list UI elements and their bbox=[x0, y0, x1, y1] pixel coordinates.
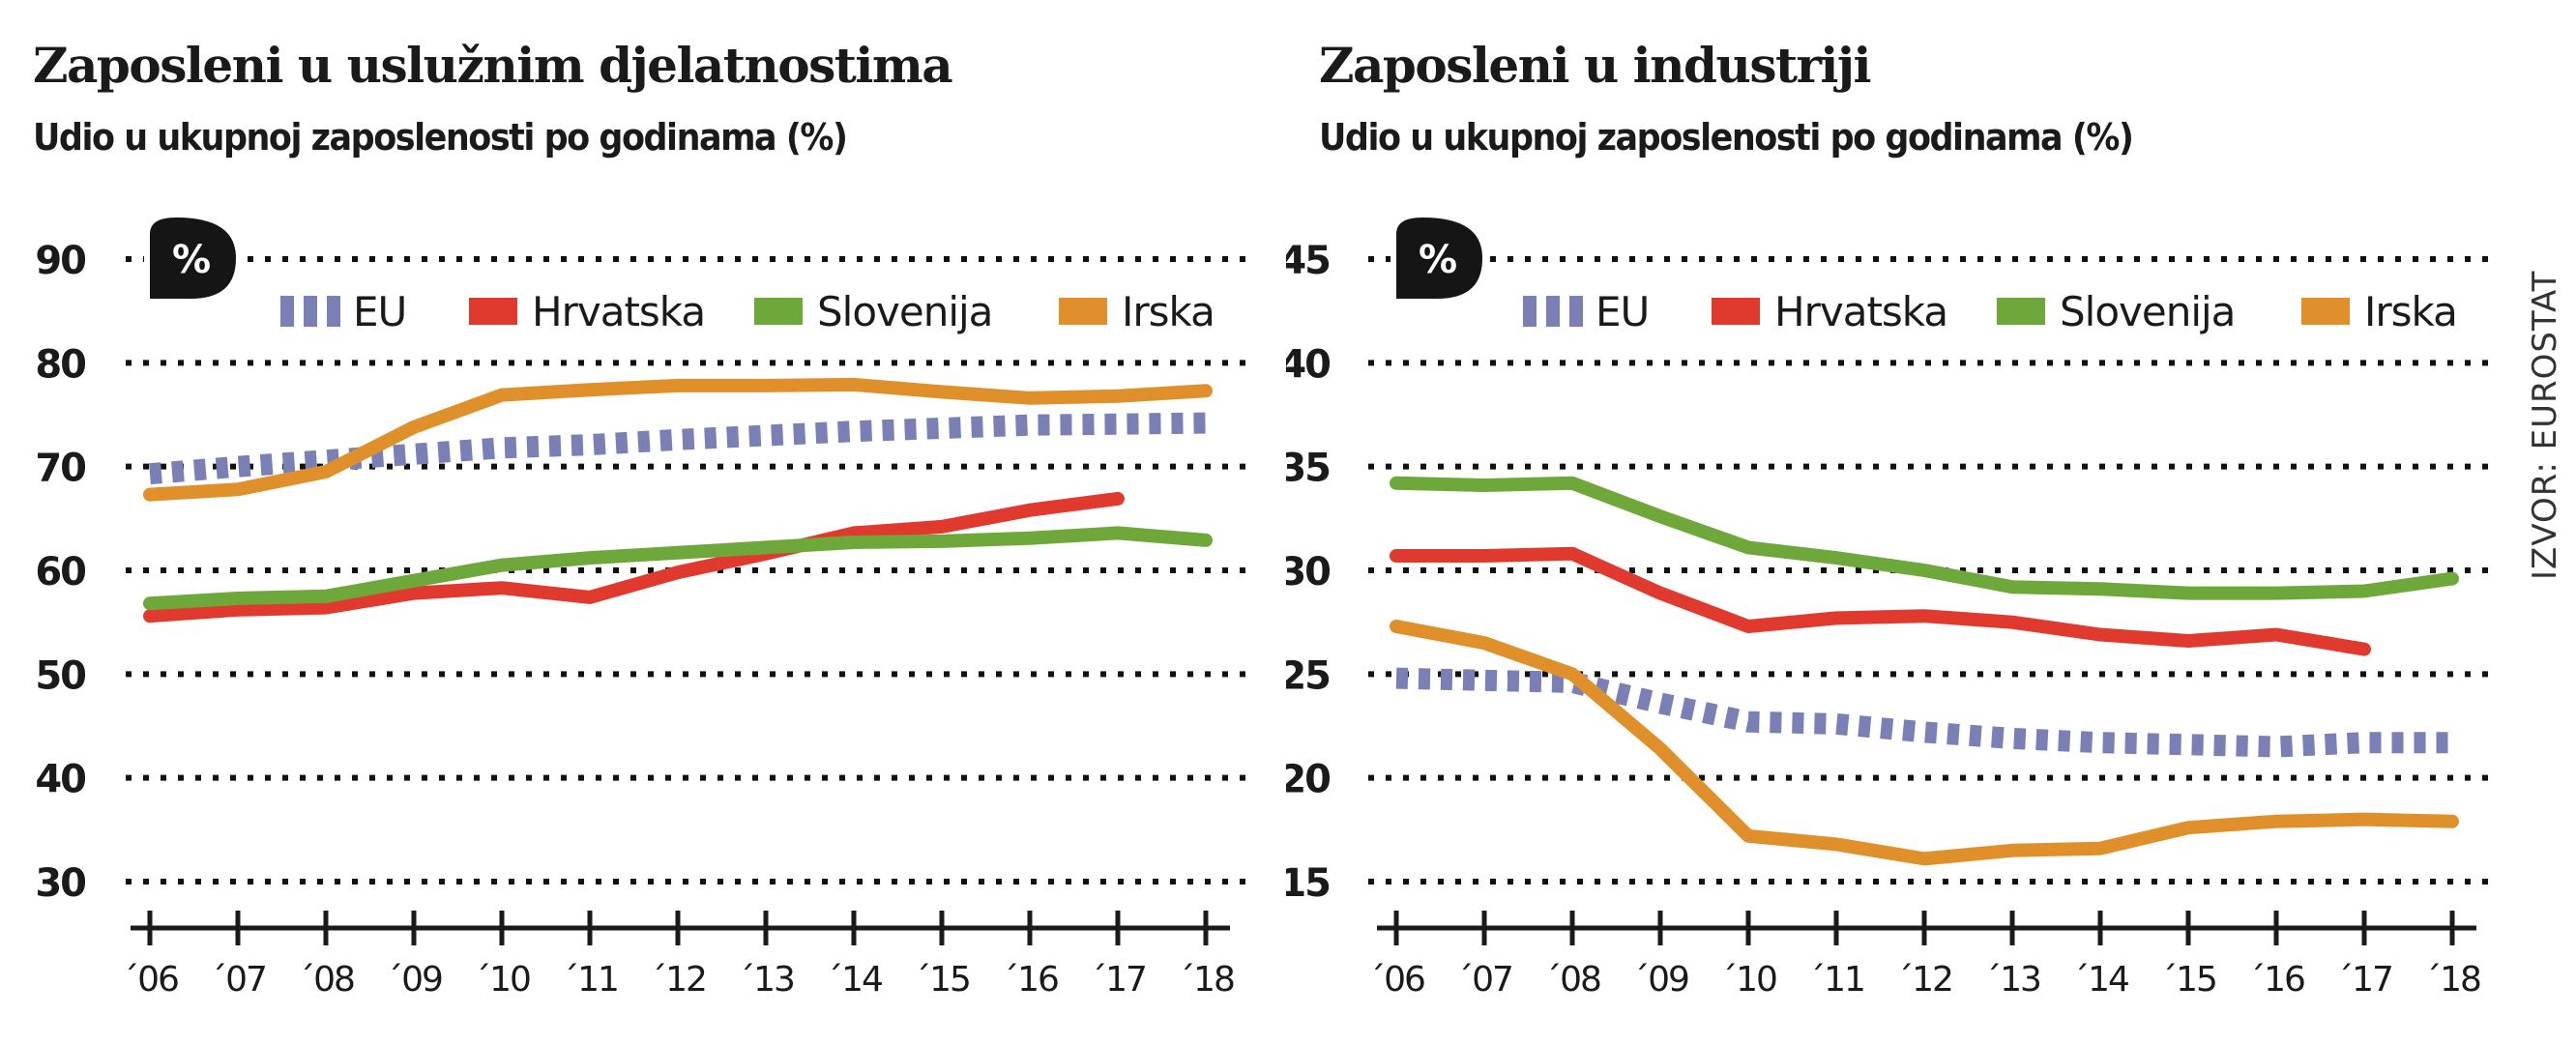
y-tick-label: 90 bbox=[35, 239, 85, 283]
x-tick-label: ´07 bbox=[1456, 960, 1512, 1000]
y-tick-label: 25 bbox=[1286, 653, 1330, 698]
series-line-hrvatska bbox=[1390, 546, 2371, 656]
x-tick-label: ´13 bbox=[1984, 960, 2040, 1000]
x-tick-label: ´18 bbox=[1178, 960, 1234, 1000]
series-line-eu bbox=[149, 412, 1207, 485]
source-label: IZVOR: EUROSTAT bbox=[2526, 270, 2564, 580]
x-tick-label: ´12 bbox=[650, 960, 706, 1000]
x-tick-label: ´17 bbox=[2336, 960, 2392, 1000]
legend-swatch-hrvatska bbox=[469, 298, 517, 325]
chart-title: Zaposleni u industriji bbox=[1319, 37, 1872, 94]
y-tick-label: 70 bbox=[35, 447, 85, 491]
legend-swatch-slovenija bbox=[1997, 298, 2045, 325]
x-tick-label: ´16 bbox=[2248, 960, 2304, 1000]
y-tick-label: 15 bbox=[1286, 861, 1330, 906]
x-tick-label: ´11 bbox=[562, 960, 618, 1000]
x-tick-label: ´06 bbox=[1368, 960, 1424, 1000]
x-tick-label: ´10 bbox=[1720, 960, 1776, 1000]
series-line-slovenija bbox=[1390, 476, 2459, 600]
legend-swatch-irska bbox=[2301, 298, 2350, 325]
x-tick-label: ´08 bbox=[1544, 960, 1600, 1000]
legend-label-eu: EU bbox=[1595, 288, 1649, 335]
x-tick-label: ´09 bbox=[386, 960, 442, 1000]
x-tick-label: ´17 bbox=[1090, 960, 1146, 1000]
x-tick-label: ´11 bbox=[1808, 960, 1864, 1000]
percent-badge-label: % bbox=[1419, 238, 1457, 282]
series-line-irska bbox=[1390, 620, 2459, 866]
chart-title: Zaposleni u uslužnim djelatnostima bbox=[33, 37, 953, 94]
legend-swatch-irska bbox=[1059, 298, 1107, 325]
y-tick-label: 35 bbox=[1286, 447, 1330, 491]
percent-badge-label: % bbox=[172, 238, 211, 282]
legend-swatch-slovenija bbox=[754, 298, 803, 325]
y-tick-label: 60 bbox=[35, 550, 85, 594]
legend-swatch-eu bbox=[1523, 296, 1537, 327]
x-tick-label: ´14 bbox=[2072, 960, 2128, 1000]
chart-subtitle: Udio u ukupnoj zaposlenosti po godinama … bbox=[1319, 116, 2134, 159]
y-tick-label: 80 bbox=[35, 342, 85, 387]
percent-badge bbox=[144, 211, 243, 304]
legend-swatch-eu bbox=[1546, 296, 1560, 327]
legend-label-hrvatska: Hrvatska bbox=[1774, 288, 1947, 335]
y-tick-label: 40 bbox=[1286, 342, 1330, 387]
x-tick-label: ´13 bbox=[738, 960, 794, 1000]
series-line-hrvatska bbox=[143, 491, 1125, 624]
legend-swatch-eu bbox=[327, 296, 340, 327]
x-tick-label: ´06 bbox=[122, 960, 178, 1000]
legend-swatch-eu bbox=[1569, 296, 1583, 327]
legend-label-hrvatska: Hrvatska bbox=[532, 288, 705, 335]
chart-subtitle: Udio u ukupnoj zaposlenosti po godinama … bbox=[33, 116, 848, 159]
y-tick-label: 20 bbox=[1286, 758, 1330, 802]
x-tick-label: ´16 bbox=[1002, 960, 1058, 1000]
legend-swatch-eu bbox=[280, 296, 294, 327]
x-tick-label: ´12 bbox=[1896, 960, 1952, 1000]
x-tick-label: ´10 bbox=[474, 960, 530, 1000]
legend-label-irska: Irska bbox=[2364, 288, 2457, 335]
y-tick-label: 30 bbox=[1286, 550, 1330, 594]
legend-swatch-eu bbox=[304, 296, 317, 327]
x-tick-label: ´07 bbox=[210, 960, 266, 1000]
industry-chart-panel: Zaposleni u industriji Udio u ukupnoj za… bbox=[1286, 0, 2543, 1044]
y-tick-label: 50 bbox=[35, 653, 85, 698]
industry-line-chart: 45 40 35 30 25 20 15% EU Hrvatska Slovenija Irska ´… bbox=[1286, 211, 2490, 1000]
legend-label-slovenija: Slovenija bbox=[817, 288, 992, 335]
series-line-eu bbox=[1395, 667, 2452, 758]
percent-badge bbox=[1390, 211, 1489, 304]
x-tick-label: ´08 bbox=[298, 960, 354, 1000]
x-tick-label: ´15 bbox=[2160, 960, 2216, 1000]
legend-label-eu: EU bbox=[353, 288, 406, 335]
x-tick-label: ´15 bbox=[914, 960, 970, 1000]
x-tick-label: ´09 bbox=[1632, 960, 1688, 1000]
legend-label-slovenija: Slovenija bbox=[2060, 288, 2235, 335]
y-tick-label: 40 bbox=[35, 758, 85, 802]
services-line-chart: 90 80 70 60 50 40 30% EU Hrvatska Slovenija Irska ´… bbox=[35, 211, 1247, 1000]
services-chart-panel: Zaposleni u uslužnim djelatnostima Udio … bbox=[0, 0, 1257, 1044]
legend-label-irska: Irska bbox=[1122, 288, 1215, 335]
legend-swatch-hrvatska bbox=[1712, 298, 1760, 325]
y-tick-label: 30 bbox=[35, 861, 85, 906]
y-tick-label: 45 bbox=[1286, 239, 1330, 283]
x-tick-label: ´14 bbox=[826, 960, 882, 1000]
x-tick-label: ´18 bbox=[2424, 960, 2480, 1000]
